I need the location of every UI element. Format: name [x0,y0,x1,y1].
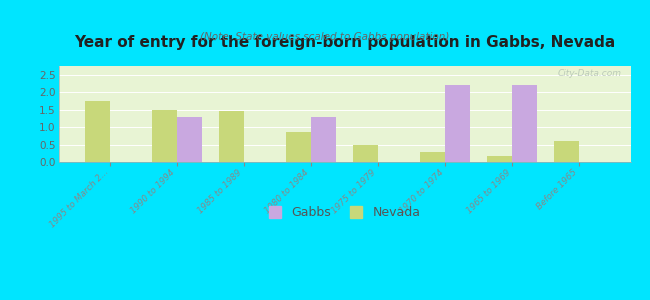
Legend: Gabbs, Nevada: Gabbs, Nevada [265,202,424,223]
Bar [554,141,579,162]
Bar [419,152,445,162]
Bar [285,132,311,162]
Bar [445,85,471,162]
Bar [84,101,110,162]
Bar [487,156,512,162]
Bar [311,117,337,162]
Bar [512,85,538,162]
Bar [177,117,202,162]
Text: (Note: State values scaled to Gabbs population): (Note: State values scaled to Gabbs popu… [200,32,450,41]
Bar [151,110,177,162]
Title: Year of entry for the foreign-born population in Gabbs, Nevada: Year of entry for the foreign-born popul… [74,34,615,50]
Bar [352,145,378,162]
Text: City-Data.com: City-Data.com [558,69,622,78]
Bar [218,111,244,162]
